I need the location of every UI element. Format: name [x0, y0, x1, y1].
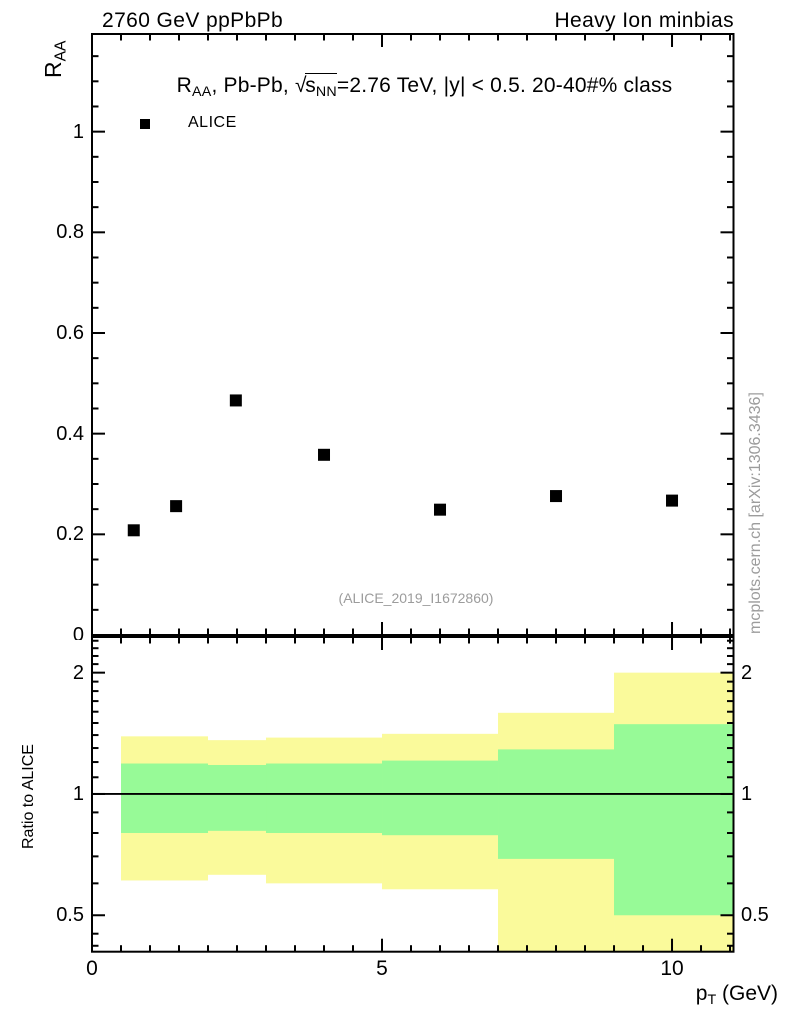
x-axis-title-pt: pT (GeV)	[600, 982, 778, 1008]
ratio-panel-frame	[91, 636, 735, 953]
ratio-ytick-label-left: 1	[72, 782, 84, 805]
main-panel-frame	[91, 33, 735, 636]
main-ytick-label: 1	[72, 120, 84, 143]
text-fragment: p	[695, 982, 708, 1005]
data-point-marker	[550, 490, 563, 503]
text-fragment: (GeV)	[716, 982, 778, 1005]
legend-label-alice: ALICE	[188, 114, 237, 131]
xtick-label: 5	[376, 957, 388, 980]
ratio-ytick-label-left: 2	[72, 661, 84, 684]
ratio-band-inner	[121, 724, 734, 916]
text-fragment: R	[176, 74, 192, 97]
text-fragment: NN	[315, 83, 337, 100]
ratio-band-inner-bin	[382, 760, 499, 836]
main-ytick-label: 0.2	[56, 523, 84, 546]
text-fragment: √	[294, 74, 307, 97]
main-ytick-label: 0.8	[56, 221, 84, 244]
text-fragment: =2.76 TeV, |y| < 0.5. 20-40#% class	[336, 74, 673, 97]
data-point-marker	[229, 394, 242, 407]
ratio-band-inner-bin	[208, 764, 267, 831]
ratio-ytick-label-right: 2	[741, 661, 753, 684]
ratio-band-inner-bin	[498, 749, 615, 859]
main-ytick-label: 0.6	[56, 321, 84, 344]
data-point-marker	[666, 494, 679, 507]
main-panel-ytick-labels: 0 0.2 0.4 0.6 0.8 1	[0, 0, 90, 640]
xtick-label: 0	[86, 957, 98, 980]
text-fragment: sNN	[305, 73, 337, 100]
plot-title: RAA, Pb-Pb, √sNN=2.76 TeV, |y| < 0.5. 20…	[104, 73, 745, 100]
ratio-band-inner-bin	[614, 724, 734, 916]
main-ytick-label: 0.4	[56, 422, 84, 445]
data-point-marker	[127, 524, 140, 537]
text-fragment: AA	[192, 83, 212, 100]
data-point-marker	[434, 503, 447, 516]
text-fragment: , Pb-Pb,	[211, 74, 295, 97]
main-ytick-label: 0	[72, 624, 84, 640]
ratio-ytick-label-right: 0.5	[741, 904, 769, 927]
ratio-ytick-label-right: 1	[741, 782, 753, 805]
ratio-band-inner-bin	[121, 763, 209, 834]
xtick-label: 10	[660, 957, 684, 980]
text-fragment: T	[707, 991, 717, 1008]
mcplots-arxiv-note: mcplots.cern.ch [arXiv:1306.3436]	[747, 392, 764, 634]
data-point-marker	[318, 448, 331, 461]
legend-marker-alice-square-icon	[140, 119, 150, 129]
ratio-band-inner-bin	[266, 763, 383, 834]
header-event-class: Heavy Ion minbias	[554, 9, 734, 32]
analysis-watermark: (ALICE_2019_I1672860)	[338, 590, 494, 606]
text-fragment: s	[305, 74, 316, 97]
ratio-ytick-label-left: 0.5	[56, 904, 84, 927]
data-point-marker	[170, 500, 183, 513]
header-beam-energy: 2760 GeV ppPbPb	[102, 9, 284, 32]
